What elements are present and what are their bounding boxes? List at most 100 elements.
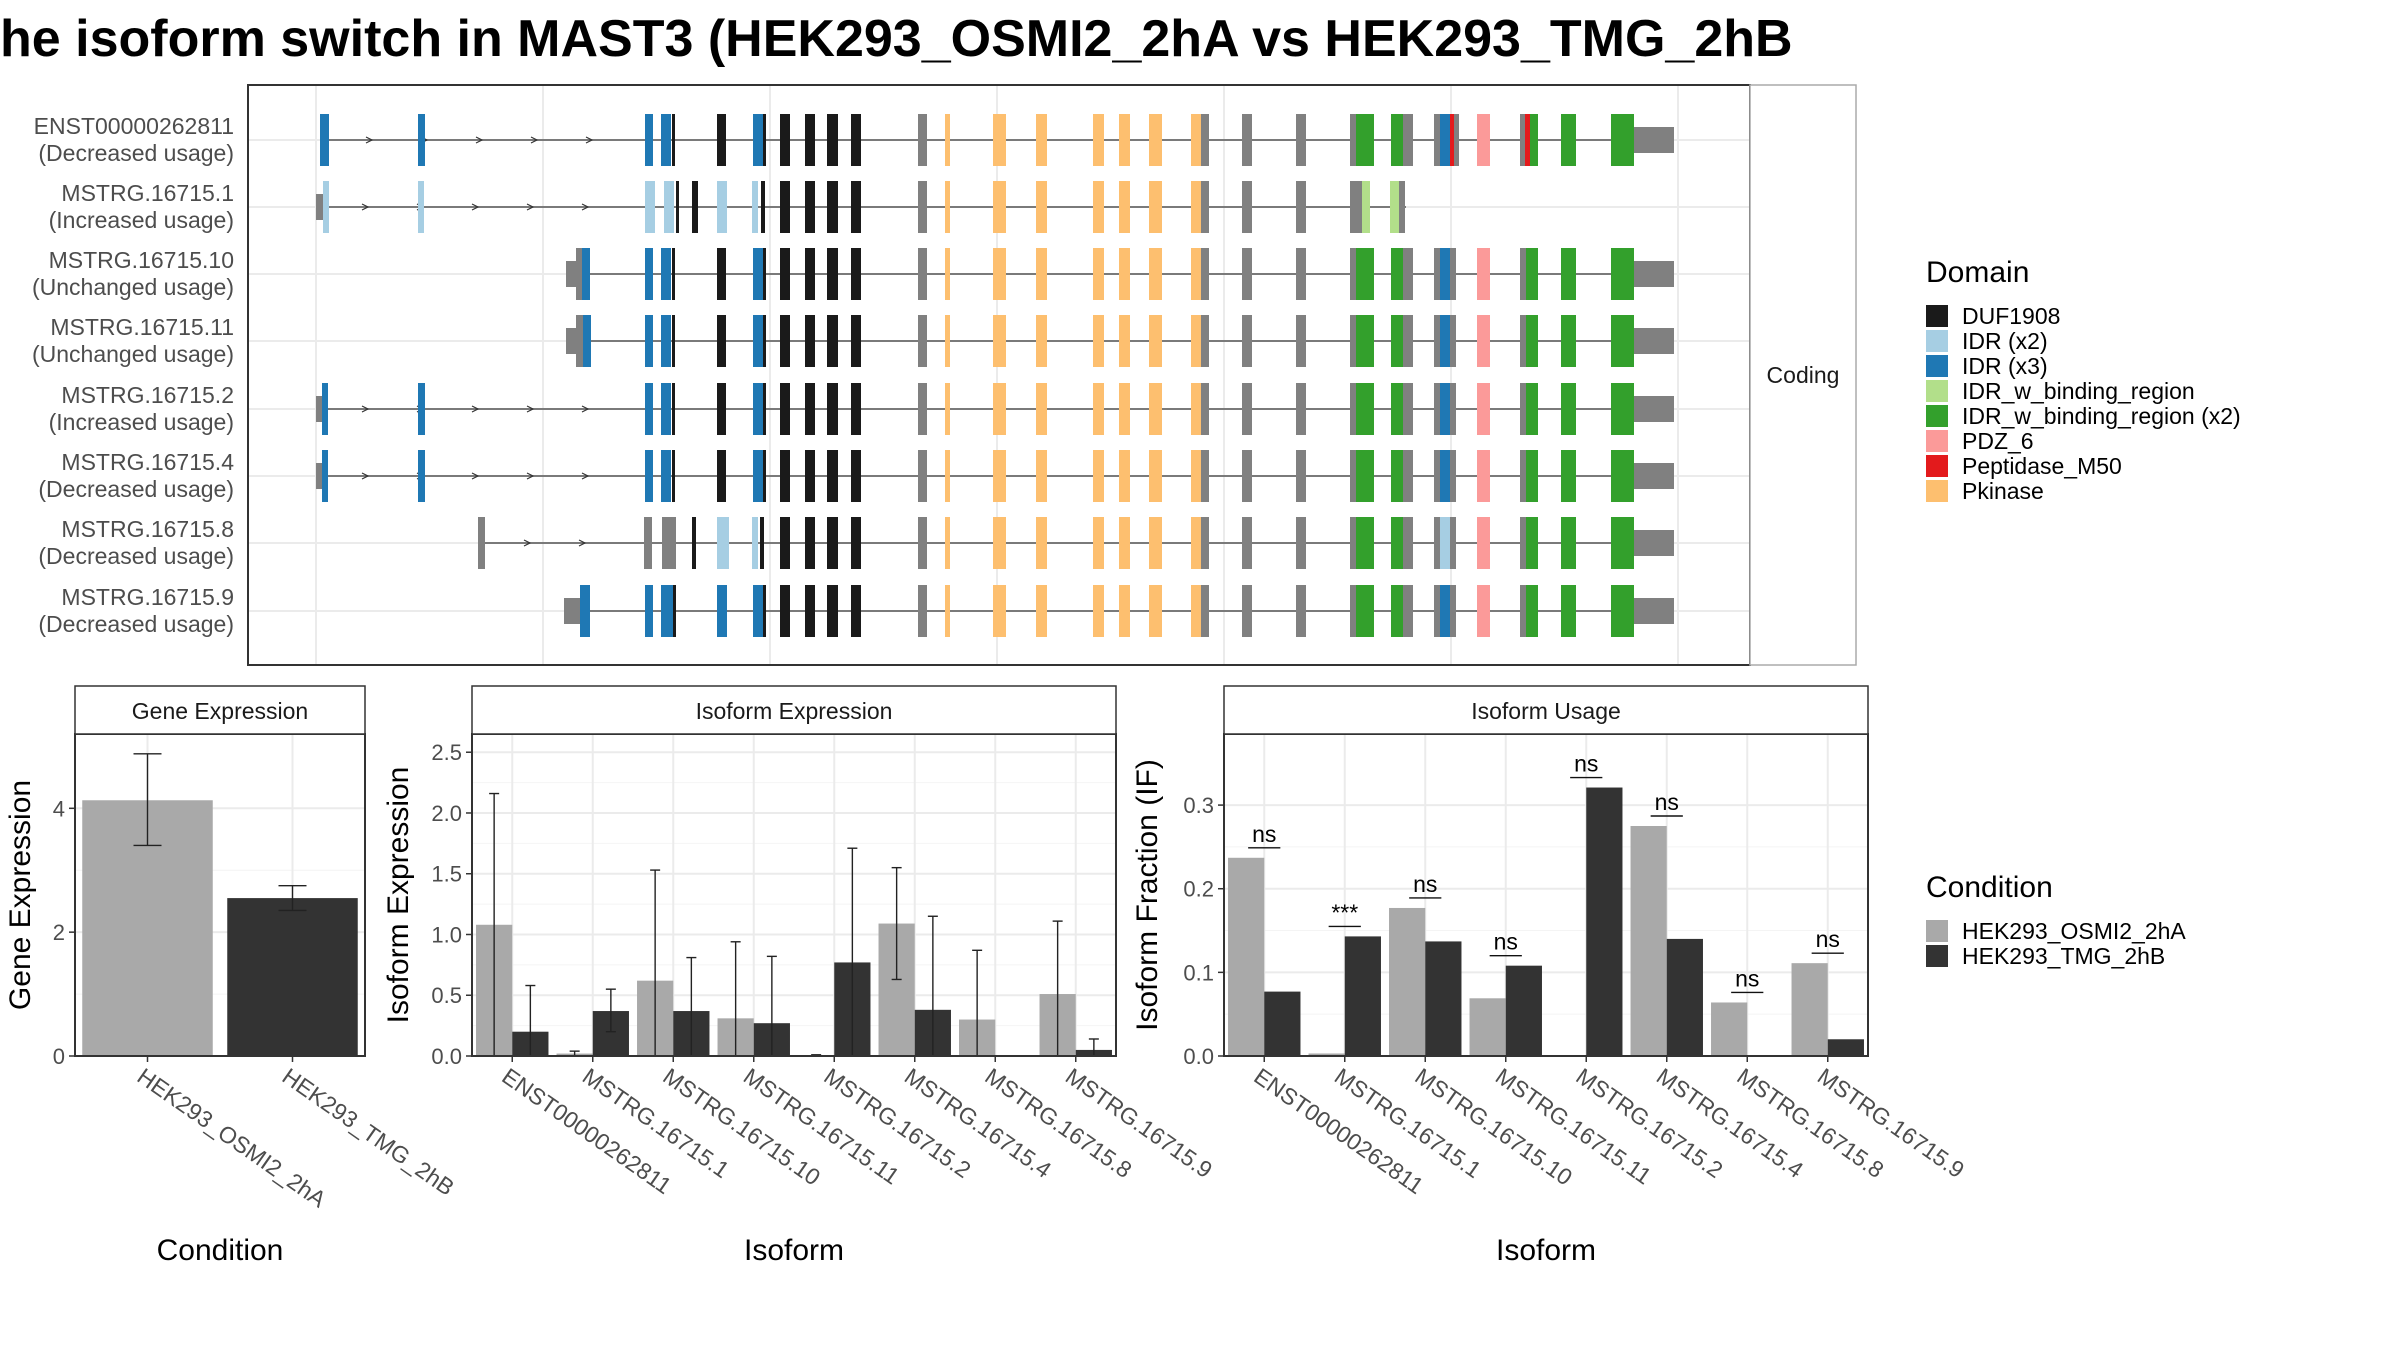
exon-block [583, 315, 591, 367]
exon-block [1296, 181, 1306, 233]
y-tick-label: 2 [53, 920, 65, 945]
exon-block [1440, 248, 1450, 300]
transcript-track [316, 383, 1674, 435]
significance-label: *** [1331, 899, 1358, 925]
domain-legend-label: Peptidase_M50 [1962, 453, 2122, 479]
bar [1711, 1002, 1748, 1056]
exon-block [1191, 383, 1201, 435]
exon-block [1477, 450, 1490, 502]
exon-block [1201, 517, 1209, 569]
x-tick-label: MSTRG.16715.4 [1652, 1063, 1808, 1183]
strand-arrow [585, 136, 594, 144]
exon-block [661, 383, 671, 435]
exon-block [1561, 315, 1576, 367]
exon-block [645, 181, 655, 233]
exon-block [1634, 261, 1674, 287]
transcript-usage-label: (Decreased usage) [38, 611, 234, 637]
exon-block [1526, 450, 1538, 502]
exon-block [1093, 383, 1104, 435]
exon-block [1434, 450, 1440, 502]
exon-block [1403, 315, 1413, 367]
exon-block [1296, 248, 1306, 300]
domain-legend-label: IDR_w_binding_region [1962, 378, 2195, 404]
exon-block [1450, 315, 1456, 367]
exon-block [1191, 248, 1201, 300]
strand-arrow [471, 203, 480, 211]
exon-block [1242, 114, 1252, 166]
exon-block [645, 450, 653, 502]
transcript-id-label: MSTRG.16715.8 [61, 516, 234, 542]
bar [1586, 787, 1623, 1056]
exon-block [661, 114, 671, 166]
bar [1344, 936, 1381, 1056]
domain-legend-label: IDR (x3) [1962, 353, 2048, 379]
exon-block [918, 517, 927, 569]
exon-block [763, 585, 766, 637]
exon-block [1520, 248, 1526, 300]
exon-block [1520, 315, 1526, 367]
domain-legend-swatch [1926, 380, 1948, 402]
exon-block [1634, 463, 1674, 489]
exon-block [1296, 585, 1306, 637]
exon-block [1634, 598, 1674, 624]
exon-block [1561, 517, 1576, 569]
exon-block [1403, 585, 1413, 637]
exon-block [1201, 114, 1209, 166]
exon-block [1242, 517, 1252, 569]
exon-block [1434, 315, 1440, 367]
exon-block [918, 383, 927, 435]
exon-block [752, 181, 758, 233]
significance-label: ns [1494, 929, 1518, 955]
bar [1389, 907, 1426, 1056]
transcript-usage-label: (Decreased usage) [38, 543, 234, 569]
transcript-id-label: MSTRG.16715.11 [50, 314, 234, 340]
exon-block [1356, 114, 1374, 166]
domain-legend-label: Pkinase [1962, 478, 2044, 504]
exon-block [1201, 450, 1209, 502]
exon-block [1093, 450, 1104, 502]
x-tick-label: MSTRG.16715.9 [1061, 1063, 1217, 1183]
exon-block [1450, 517, 1456, 569]
exon-block [418, 114, 425, 166]
transcript-usage-label: (Unchanged usage) [32, 274, 234, 300]
strand-arrow [475, 136, 484, 144]
exon-block [1149, 383, 1162, 435]
exon-block [1526, 585, 1538, 637]
exon-block [717, 383, 726, 435]
exon-block [1454, 114, 1459, 166]
significance-label: ns [1816, 926, 1840, 952]
x-axis-label: Condition [157, 1234, 284, 1267]
exon-block [945, 585, 950, 637]
exon-block [645, 114, 653, 166]
exon-block [1356, 315, 1374, 367]
exon-block [1611, 517, 1634, 569]
strand-arrow [581, 472, 590, 480]
exon-block [1191, 315, 1201, 367]
exon-block [1391, 450, 1403, 502]
exon-block [1149, 248, 1162, 300]
exon-block [918, 248, 927, 300]
exon-block [827, 114, 838, 166]
exon-block [1634, 530, 1674, 556]
x-tick-label: MSTRG.16715.9 [1813, 1063, 1969, 1183]
transcript-track [566, 315, 1674, 367]
exon-block [780, 517, 790, 569]
exon-block [1149, 181, 1162, 233]
exon-block [1520, 585, 1526, 637]
exon-block [323, 181, 329, 233]
exon-block [1119, 517, 1130, 569]
exon-block [993, 181, 1006, 233]
panel-strip [471, 685, 1117, 735]
exon-block [1390, 181, 1399, 233]
transcript-usage-label: (Decreased usage) [38, 140, 234, 166]
domain-legend-swatch [1926, 330, 1948, 352]
exon-block [1520, 114, 1525, 166]
exon-block [1440, 315, 1450, 367]
exon-block [1201, 585, 1209, 637]
exon-block [672, 114, 675, 166]
transcript-usage-label: (Increased usage) [49, 207, 234, 233]
exon-block [1242, 585, 1252, 637]
exon-block [576, 315, 583, 367]
exon-block [1242, 181, 1252, 233]
